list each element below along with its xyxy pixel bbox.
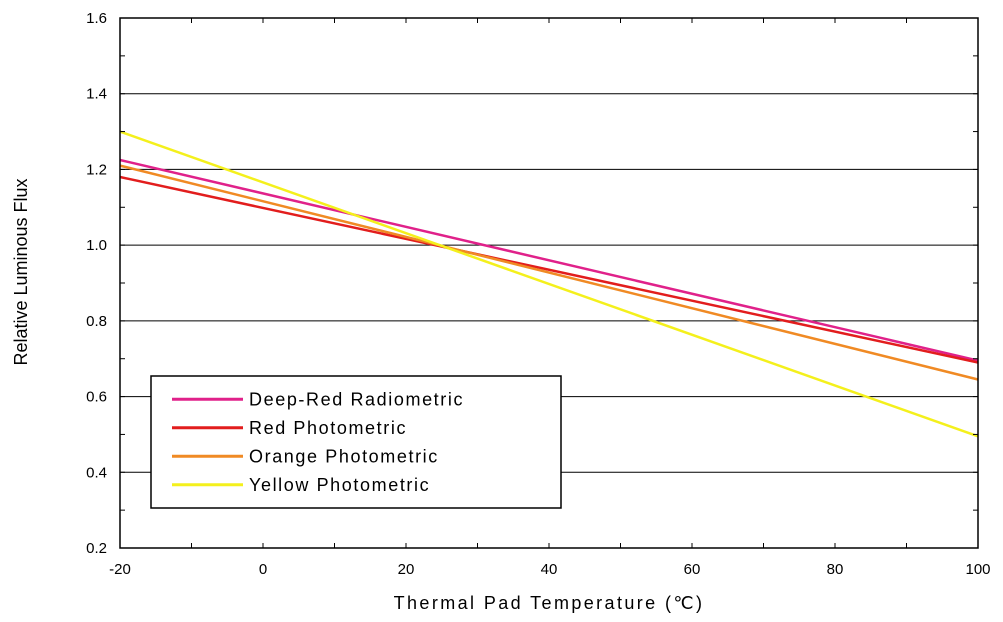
series-line bbox=[119, 130, 979, 438]
y-axis-title: Relative Luminous Flux bbox=[11, 178, 31, 365]
legend: Deep-Red Radiometric Red Photometric Orang… bbox=[150, 375, 562, 509]
legend-label: Orange Photometric bbox=[249, 446, 439, 466]
legend-label: Yellow Photometric bbox=[249, 475, 430, 495]
x-tick-label: 40 bbox=[541, 561, 558, 578]
series-line bbox=[119, 158, 979, 362]
y-tick-label: 1.2 bbox=[86, 161, 107, 178]
x-tick-label: 100 bbox=[965, 561, 990, 578]
y-tick-label: 1.6 bbox=[86, 10, 107, 27]
y-tick-labels: 0.2 0.4 0.6 0.8 1.0 1.2 1.4 1.6 bbox=[86, 10, 107, 557]
axis-ticks bbox=[119, 17, 979, 549]
y-tick-label: 0.2 bbox=[86, 540, 107, 557]
x-tick-label: 60 bbox=[684, 561, 701, 578]
y-tick-label: 1.0 bbox=[86, 237, 107, 254]
y-tick-label: 0.4 bbox=[86, 464, 107, 481]
x-tick-label: 20 bbox=[398, 561, 415, 578]
x-tick-label: 0 bbox=[259, 561, 267, 578]
x-axis-title: Thermal Pad Temperature (℃) bbox=[394, 593, 705, 613]
x-tick-label: 80 bbox=[827, 561, 844, 578]
legend-label: Deep-Red Radiometric bbox=[249, 389, 464, 409]
y-tick-label: 1.4 bbox=[86, 86, 107, 103]
series-line bbox=[119, 175, 979, 364]
x-tick-label: -20 bbox=[109, 561, 131, 578]
x-tick-labels: -20 0 20 40 60 80 100 bbox=[109, 561, 990, 578]
series-lines bbox=[119, 130, 979, 438]
y-tick-label: 0.6 bbox=[86, 389, 107, 406]
legend-label: Red Photometric bbox=[249, 418, 407, 438]
series-line bbox=[119, 164, 979, 381]
y-tick-label: 0.8 bbox=[86, 313, 107, 330]
